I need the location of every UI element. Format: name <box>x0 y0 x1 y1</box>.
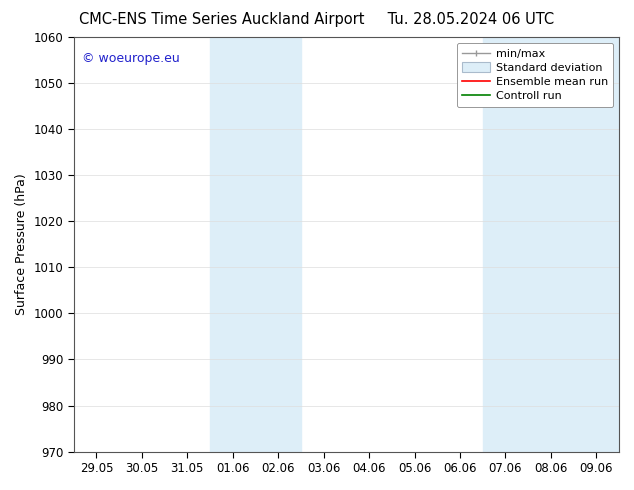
Y-axis label: Surface Pressure (hPa): Surface Pressure (hPa) <box>15 173 28 315</box>
Bar <box>482 37 619 452</box>
Bar <box>210 37 301 452</box>
Legend: min/max, Standard deviation, Ensemble mean run, Controll run: min/max, Standard deviation, Ensemble me… <box>456 43 614 107</box>
Text: © woeurope.eu: © woeurope.eu <box>82 51 179 65</box>
Text: CMC-ENS Time Series Auckland Airport     Tu. 28.05.2024 06 UTC: CMC-ENS Time Series Auckland Airport Tu.… <box>79 12 555 27</box>
